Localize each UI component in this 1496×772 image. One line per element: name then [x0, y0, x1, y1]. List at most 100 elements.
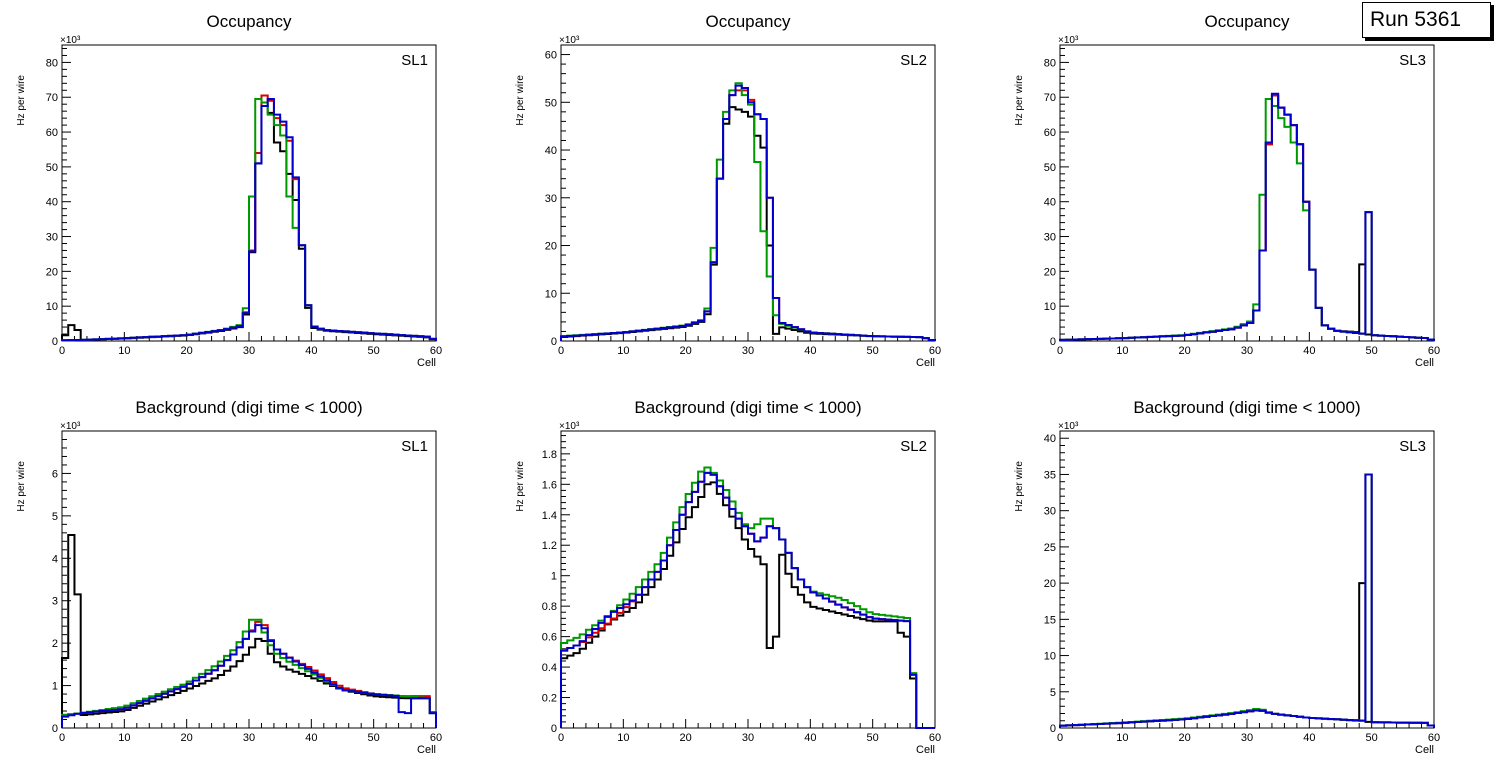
x-tick-label: 50 — [1366, 345, 1378, 357]
y-tick-label: 35 — [1044, 469, 1056, 481]
x-tick-label: 0 — [558, 345, 564, 357]
x-tick-label: 50 — [867, 345, 879, 357]
y-tick-label: 0 — [52, 336, 58, 348]
x-tick-label: 30 — [243, 345, 255, 357]
x-tick-label: 0 — [1057, 732, 1063, 744]
y-axis-label: Hz per wire — [16, 461, 27, 512]
y-axis-label: Hz per wire — [515, 75, 526, 126]
y-tick-label: 0 — [1050, 336, 1056, 348]
x-tick-label: 40 — [305, 345, 317, 357]
x-tick-label: 60 — [430, 732, 442, 744]
y-tick-label: 0.6 — [542, 632, 557, 644]
x-axis-label: Cell — [417, 357, 436, 369]
y-tick-label: 0.8 — [542, 601, 557, 613]
x-tick-label: 20 — [680, 345, 692, 357]
y-tick-label: 4 — [52, 553, 58, 565]
histogram-series-blue — [1059, 92, 1435, 341]
y-tick-label: 20 — [46, 266, 58, 278]
x-tick-label: 60 — [430, 345, 442, 357]
y-tick-label: 50 — [46, 162, 58, 174]
y-tick-label: 2 — [52, 638, 58, 650]
y-tick-label: 40 — [1044, 197, 1056, 209]
y-tick-label: 10 — [545, 288, 557, 300]
chart-panel-6: Background (digi time < 1000) ×10³ SL3 0 10 2… — [1014, 398, 1440, 756]
y-tick-label: 50 — [1044, 162, 1056, 174]
x-tick-label: 20 — [181, 732, 193, 744]
y-tick-label: 10 — [46, 301, 58, 313]
chart-title: Background (digi time < 1000) — [135, 398, 362, 417]
x-axis-label: Cell — [1415, 744, 1434, 756]
x-tick-label: 20 — [1179, 732, 1191, 744]
histogram-series-blue — [560, 471, 935, 729]
y-tick-label: 70 — [1044, 92, 1056, 104]
histogram-series-blue — [1059, 473, 1435, 728]
y-tick-label: 60 — [1044, 127, 1056, 139]
plot-frame — [61, 430, 437, 729]
histogram-series-green — [560, 82, 936, 342]
y-tick-label: 80 — [46, 57, 58, 69]
histogram-series-green — [1059, 473, 1435, 728]
x-tick-label: 50 — [368, 732, 380, 744]
y-tick-label: 1.2 — [542, 540, 557, 552]
x-tick-label: 40 — [1303, 732, 1315, 744]
histogram-series-green — [1059, 97, 1435, 341]
x-tick-label: 50 — [1366, 732, 1378, 744]
axis-exponent: ×10³ — [559, 35, 580, 46]
axis-exponent: ×10³ — [1058, 35, 1079, 46]
histogram-series-red — [1059, 473, 1435, 728]
x-tick-label: 0 — [558, 732, 564, 744]
y-tick-label: 50 — [545, 97, 557, 109]
x-tick-label: 30 — [1241, 345, 1253, 357]
x-tick-label: 10 — [617, 732, 629, 744]
x-tick-label: 40 — [305, 732, 317, 744]
x-axis-label: Cell — [417, 744, 436, 756]
x-axis-label: Cell — [1415, 357, 1434, 369]
y-tick-label: 0 — [52, 723, 58, 735]
axis-exponent: ×10³ — [60, 421, 81, 432]
y-tick-label: 10 — [1044, 651, 1056, 663]
axis-exponent: ×10³ — [559, 421, 580, 432]
chart-title: Occupancy — [705, 12, 791, 31]
y-tick-label: 60 — [46, 127, 58, 139]
y-tick-label: 5 — [1050, 687, 1056, 699]
histogram-series-black — [560, 481, 935, 729]
x-tick-label: 40 — [804, 732, 816, 744]
x-axis-label: Cell — [916, 357, 935, 369]
y-tick-label: 40 — [545, 145, 557, 157]
superlayer-label: SL2 — [900, 438, 927, 455]
x-tick-label: 40 — [804, 345, 816, 357]
y-axis-label: Hz per wire — [515, 461, 526, 512]
x-tick-label: 20 — [1179, 345, 1191, 357]
x-axis-label: Cell — [916, 744, 935, 756]
y-tick-label: 3 — [52, 596, 58, 608]
x-tick-label: 60 — [929, 345, 941, 357]
run-label: Run 5361 — [1362, 2, 1491, 38]
y-tick-label: 1 — [551, 571, 557, 583]
y-tick-label: 15 — [1044, 614, 1056, 626]
chart-title: Occupancy — [1204, 12, 1290, 31]
chart-title: Occupancy — [206, 12, 292, 31]
y-tick-label: 60 — [545, 50, 557, 62]
histogram-series-blue — [61, 624, 437, 728]
y-tick-label: 30 — [46, 232, 58, 244]
x-tick-label: 50 — [867, 732, 879, 744]
plot-frame — [1059, 430, 1435, 729]
histogram-series-blue — [560, 84, 936, 342]
superlayer-label: SL1 — [401, 438, 428, 455]
x-tick-label: 10 — [1116, 732, 1128, 744]
y-tick-label: 0 — [551, 336, 557, 348]
y-tick-label: 20 — [545, 241, 557, 253]
x-tick-label: 30 — [742, 732, 754, 744]
histogram-series-black — [560, 106, 936, 342]
y-tick-label: 0.4 — [542, 662, 557, 674]
y-tick-label: 80 — [1044, 57, 1056, 69]
y-tick-label: 25 — [1044, 542, 1056, 554]
histogram-series-blue — [61, 97, 437, 342]
chart-title: Background (digi time < 1000) — [634, 398, 861, 417]
axis-exponent: ×10³ — [60, 35, 81, 46]
histogram-series-red — [560, 471, 935, 729]
